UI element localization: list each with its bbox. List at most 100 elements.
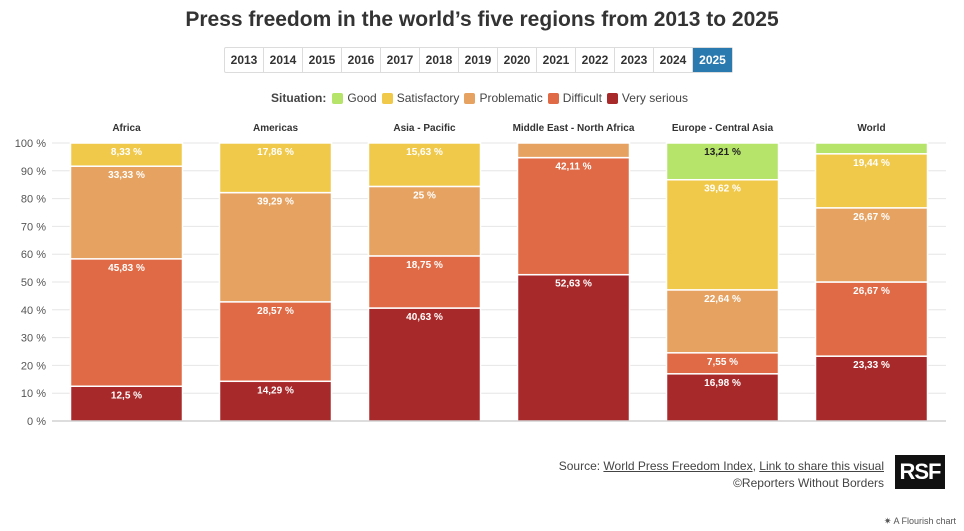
legend-swatch bbox=[381, 92, 393, 104]
data-label: 19,44 % bbox=[853, 158, 890, 169]
source-separator: , bbox=[752, 459, 760, 473]
y-tick-label: 10 % bbox=[21, 388, 46, 400]
legend-swatch bbox=[332, 92, 344, 104]
bar-segment bbox=[665, 178, 780, 291]
bar-segment bbox=[516, 156, 631, 276]
category-label: Americas bbox=[253, 123, 298, 134]
data-label: 8,33 % bbox=[111, 147, 142, 158]
bar-segment bbox=[218, 142, 333, 194]
y-tick-label: 20 % bbox=[21, 360, 46, 372]
copyright: ©Reporters Without Borders bbox=[733, 476, 884, 490]
y-tick-label: 0 % bbox=[27, 416, 46, 428]
year-button-2021[interactable]: 2021 bbox=[537, 48, 576, 72]
bar-segment bbox=[665, 142, 780, 181]
data-label: 26,67 % bbox=[853, 286, 890, 297]
data-label: 16,98 % bbox=[704, 378, 741, 389]
year-button-2014[interactable]: 2014 bbox=[264, 48, 303, 72]
data-label: 15,63 % bbox=[406, 147, 443, 158]
year-button-2019[interactable]: 2019 bbox=[459, 48, 498, 72]
source-note: Source: World Press Freedom Index, Link … bbox=[559, 458, 884, 492]
bar-segment bbox=[814, 355, 929, 422]
category-label: World bbox=[857, 123, 885, 134]
legend-swatch bbox=[606, 92, 618, 104]
category-label: Africa bbox=[112, 123, 141, 134]
bar-segment bbox=[367, 255, 482, 309]
year-button-2022[interactable]: 2022 bbox=[576, 48, 615, 72]
bar-segment bbox=[367, 185, 482, 257]
legend-swatch bbox=[547, 92, 559, 104]
legend-label: Satisfactory bbox=[396, 91, 460, 105]
y-tick-label: 70 % bbox=[21, 221, 46, 233]
data-label: 18,75 % bbox=[406, 260, 443, 271]
year-button-2017[interactable]: 2017 bbox=[381, 48, 420, 72]
bar-segment bbox=[516, 273, 631, 422]
data-label: 14,29 % bbox=[257, 385, 294, 396]
flourish-credit[interactable]: ✷ A Flourish chart bbox=[883, 516, 956, 526]
y-tick-label: 30 % bbox=[21, 333, 46, 345]
year-button-2016[interactable]: 2016 bbox=[342, 48, 381, 72]
data-label: 23,33 % bbox=[853, 360, 890, 371]
rsf-logo: RSF bbox=[895, 455, 945, 489]
y-tick-label: 80 % bbox=[21, 194, 46, 206]
legend-label: Problematic bbox=[479, 91, 543, 105]
category-label: Europe - Central Asia bbox=[672, 123, 774, 134]
y-tick-label: 40 % bbox=[21, 305, 46, 317]
data-label: 22,64 % bbox=[704, 294, 741, 305]
y-tick-label: 90 % bbox=[21, 166, 46, 178]
bar-segment bbox=[69, 165, 184, 260]
data-label: 52,63 % bbox=[555, 279, 592, 290]
y-tick-label: 50 % bbox=[21, 277, 46, 289]
bar-segment bbox=[516, 142, 631, 159]
legend-label: Very serious bbox=[621, 91, 688, 105]
share-link[interactable]: Link to share this visual bbox=[759, 459, 884, 473]
legend: Situation: Good Satisfactory Problematic Di… bbox=[0, 91, 964, 105]
bar-segment bbox=[814, 281, 929, 357]
data-label: 42,11 % bbox=[555, 162, 591, 173]
stacked-bar-chart: 0 % 10 % 20 % 30 % 40 % 50 % 60 % 70 % 80 % 90 % 1… bbox=[15, 123, 946, 428]
bar-segment bbox=[69, 258, 184, 387]
legend-item: Very serious bbox=[606, 91, 688, 105]
data-label: 33,33 % bbox=[108, 170, 145, 181]
legend-swatch bbox=[464, 92, 476, 104]
legend-label: Good bbox=[347, 91, 377, 105]
legend-label: Difficult bbox=[562, 91, 602, 105]
year-button-2015[interactable]: 2015 bbox=[303, 48, 342, 72]
year-button-2018[interactable]: 2018 bbox=[420, 48, 459, 72]
category-label: Middle East - North Africa bbox=[513, 123, 635, 134]
bar-segment bbox=[814, 142, 929, 155]
legend-item: Satisfactory bbox=[381, 91, 460, 105]
data-label: 25 % bbox=[413, 190, 436, 201]
bar-segment bbox=[218, 191, 333, 303]
bar-segment bbox=[367, 142, 482, 188]
year-button-2013[interactable]: 2013 bbox=[225, 48, 264, 72]
legend-item: Problematic bbox=[464, 91, 543, 105]
data-label: 28,57 % bbox=[257, 306, 294, 317]
data-label: 17,86 % bbox=[257, 147, 294, 158]
year-button-2025[interactable]: 2025 bbox=[693, 48, 732, 72]
data-label: 39,29 % bbox=[257, 197, 294, 208]
data-label: 40,63 % bbox=[406, 312, 443, 323]
source-prefix: Source: bbox=[558, 459, 604, 473]
legend-item: Difficult bbox=[547, 91, 602, 105]
data-label: 7,55 % bbox=[707, 357, 738, 368]
data-label: 26,67 % bbox=[853, 212, 890, 223]
data-label: 39,62 % bbox=[704, 184, 741, 195]
y-tick-label: 100 % bbox=[15, 138, 46, 150]
legend-item: Good bbox=[332, 91, 377, 105]
year-button-2024[interactable]: 2024 bbox=[654, 48, 693, 72]
data-label: 12,5 % bbox=[111, 390, 142, 401]
bar-segment bbox=[665, 373, 780, 422]
bar-segment bbox=[814, 153, 929, 209]
year-selector: 2013 2014 2015 2016 2017 2018 2019 2020 2021 2022… bbox=[224, 47, 733, 73]
year-button-2020[interactable]: 2020 bbox=[498, 48, 537, 72]
legend-title: Situation: bbox=[271, 91, 327, 105]
data-label: 45,83 % bbox=[108, 263, 145, 274]
category-label: Asia - Pacific bbox=[393, 123, 456, 134]
data-label: 13,21 % bbox=[704, 147, 741, 158]
source-link-index[interactable]: World Press Freedom Index bbox=[603, 459, 753, 473]
year-button-2023[interactable]: 2023 bbox=[615, 48, 654, 72]
bar-segment bbox=[814, 207, 929, 283]
chart-title: Press freedom in the world’s five region… bbox=[185, 8, 779, 31]
y-tick-label: 60 % bbox=[21, 249, 46, 261]
bar-segment bbox=[367, 307, 482, 422]
